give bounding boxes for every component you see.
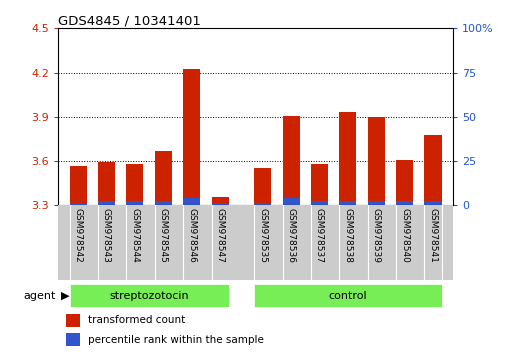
- Bar: [339, 113, 356, 205]
- Text: ▶: ▶: [61, 291, 69, 301]
- Bar: [98, 201, 115, 205]
- Bar: [282, 198, 299, 205]
- Text: control: control: [328, 291, 367, 301]
- Bar: [66, 314, 80, 327]
- Text: GSM978546: GSM978546: [187, 207, 196, 262]
- Bar: [424, 201, 441, 205]
- Bar: [395, 201, 412, 205]
- Text: GSM978535: GSM978535: [258, 207, 267, 263]
- Bar: [310, 201, 327, 205]
- Text: percentile rank within the sample: percentile rank within the sample: [88, 335, 264, 345]
- Text: GSM978542: GSM978542: [73, 207, 82, 262]
- Bar: [98, 162, 115, 205]
- Bar: [69, 202, 86, 205]
- Bar: [183, 69, 200, 205]
- Bar: [211, 197, 228, 205]
- Bar: [66, 333, 80, 346]
- Bar: [254, 168, 271, 205]
- Text: GSM978539: GSM978539: [371, 207, 380, 263]
- Bar: [254, 285, 441, 307]
- Text: GSM978543: GSM978543: [102, 207, 111, 262]
- Text: GSM978538: GSM978538: [342, 207, 351, 263]
- Bar: [310, 164, 327, 205]
- Text: GSM978536: GSM978536: [286, 207, 295, 263]
- Text: GSM978547: GSM978547: [215, 207, 224, 262]
- Text: GSM978537: GSM978537: [314, 207, 323, 263]
- Text: GSM978540: GSM978540: [399, 207, 408, 262]
- Text: GSM978541: GSM978541: [428, 207, 437, 262]
- Bar: [126, 164, 143, 205]
- Text: agent: agent: [23, 291, 56, 301]
- Text: transformed count: transformed count: [88, 315, 185, 325]
- Bar: [183, 198, 200, 205]
- Bar: [69, 285, 228, 307]
- Bar: [254, 202, 271, 205]
- Bar: [282, 116, 299, 205]
- Bar: [155, 201, 171, 205]
- Bar: [339, 201, 356, 205]
- Bar: [69, 166, 86, 205]
- Bar: [395, 160, 412, 205]
- Text: GDS4845 / 10341401: GDS4845 / 10341401: [58, 14, 200, 27]
- Text: streptozotocin: streptozotocin: [109, 291, 188, 301]
- Text: GSM978544: GSM978544: [130, 207, 139, 262]
- Bar: [211, 202, 228, 205]
- Bar: [367, 117, 384, 205]
- Bar: [155, 151, 171, 205]
- Bar: [126, 201, 143, 205]
- Text: GSM978545: GSM978545: [159, 207, 168, 262]
- Bar: [424, 135, 441, 205]
- Bar: [367, 201, 384, 205]
